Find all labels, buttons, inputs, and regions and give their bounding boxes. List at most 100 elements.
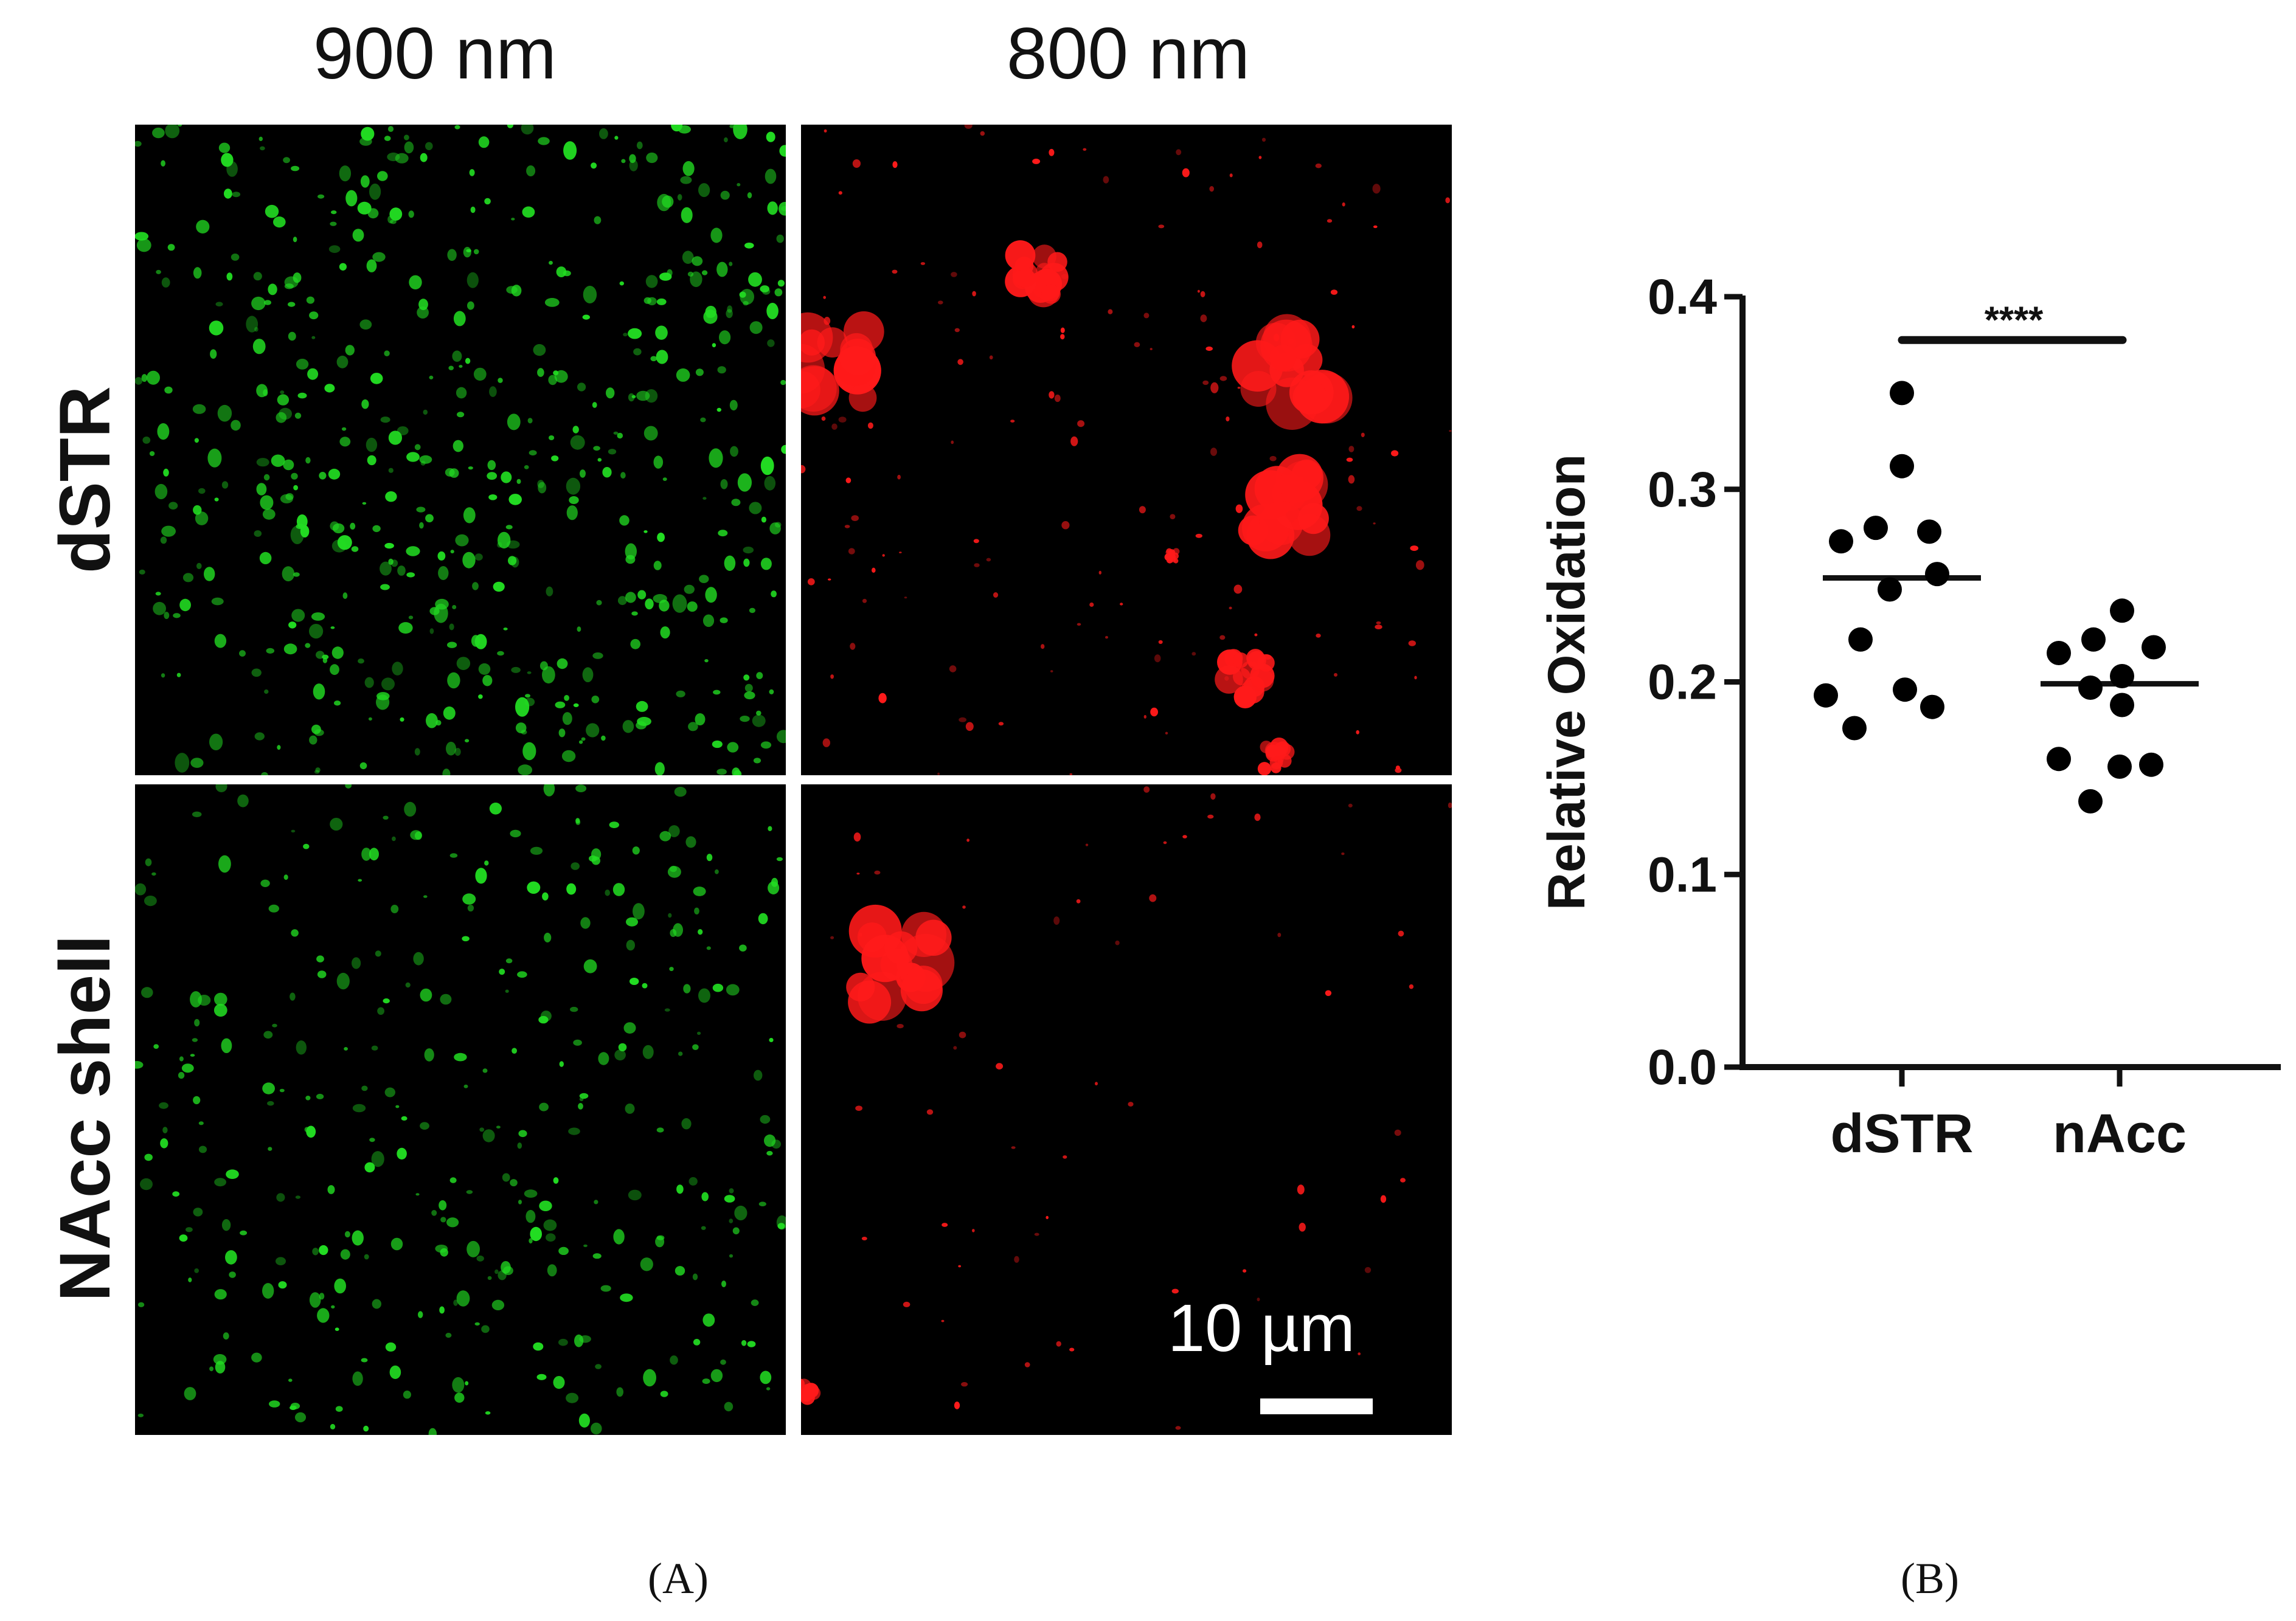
speckle-blob bbox=[1292, 380, 1327, 415]
data-point bbox=[1842, 716, 1867, 741]
speckle bbox=[670, 1355, 678, 1365]
speckle bbox=[659, 600, 670, 612]
speckle bbox=[175, 753, 190, 773]
speckle bbox=[656, 298, 667, 305]
speckle bbox=[404, 141, 414, 154]
speckle bbox=[269, 1400, 280, 1408]
y-tick-label: 0.4 bbox=[1648, 269, 1717, 325]
speckle-blob bbox=[1257, 654, 1275, 672]
speckle bbox=[1210, 448, 1217, 456]
speckle bbox=[253, 272, 262, 281]
speckle bbox=[743, 674, 750, 681]
speckle bbox=[766, 131, 775, 142]
speckle bbox=[280, 390, 285, 395]
speckle bbox=[1191, 652, 1196, 656]
speckle bbox=[760, 558, 772, 570]
speckle bbox=[668, 913, 672, 918]
speckle bbox=[1182, 168, 1190, 178]
speckle bbox=[505, 525, 513, 530]
speckle bbox=[1409, 984, 1414, 989]
speckle bbox=[491, 1299, 505, 1310]
speckle bbox=[781, 206, 786, 212]
speckle bbox=[251, 668, 262, 677]
speckle bbox=[380, 584, 390, 590]
speckle bbox=[1049, 391, 1055, 399]
speckle bbox=[949, 665, 957, 672]
speckle bbox=[229, 1271, 236, 1278]
speckle bbox=[589, 855, 597, 862]
speckle bbox=[748, 272, 762, 287]
relative-oxidation-chart: 0.0 0.1 0.2 0.3 0.4 dSTR nAcc Relative Oxidatio… bbox=[1538, 269, 2281, 1164]
speckle bbox=[537, 368, 544, 377]
speckle bbox=[729, 261, 733, 266]
speckle bbox=[277, 745, 281, 750]
speckle bbox=[198, 1146, 207, 1153]
speckle bbox=[733, 125, 747, 139]
speckle bbox=[1269, 455, 1277, 461]
speckle bbox=[311, 612, 325, 621]
speckle bbox=[254, 732, 265, 741]
speckle bbox=[619, 281, 624, 286]
speckle bbox=[1069, 1347, 1075, 1352]
data-point bbox=[2047, 641, 2071, 665]
speckle bbox=[312, 1248, 319, 1256]
speckle bbox=[361, 1085, 368, 1091]
speckle bbox=[443, 706, 456, 720]
speckle bbox=[777, 280, 785, 287]
speckle bbox=[304, 1127, 310, 1132]
speckle bbox=[291, 609, 305, 622]
speckle bbox=[1400, 1178, 1406, 1183]
speckle bbox=[1158, 640, 1163, 645]
speckle bbox=[692, 256, 703, 266]
speckle bbox=[662, 477, 667, 481]
speckle bbox=[154, 483, 168, 500]
speckle bbox=[712, 740, 723, 748]
speckle bbox=[965, 722, 974, 731]
speckle bbox=[135, 1061, 144, 1069]
speckle bbox=[142, 437, 151, 444]
speckle bbox=[263, 1031, 273, 1039]
speckle bbox=[539, 1102, 549, 1111]
speckle bbox=[1049, 148, 1055, 156]
speckle bbox=[776, 1215, 786, 1230]
speckle bbox=[221, 1038, 232, 1053]
micrograph-nacc-800nm bbox=[801, 784, 1452, 1435]
speckle bbox=[974, 563, 980, 567]
speckle bbox=[739, 944, 747, 952]
speckle bbox=[288, 331, 296, 341]
speckle bbox=[758, 913, 768, 925]
speckle bbox=[1175, 1426, 1181, 1430]
speckle bbox=[262, 1082, 275, 1094]
speckle bbox=[313, 683, 325, 700]
speckle bbox=[530, 1226, 542, 1242]
speckle bbox=[290, 992, 296, 1001]
speckle bbox=[1143, 313, 1150, 319]
speckle bbox=[319, 1293, 325, 1300]
speckle bbox=[214, 634, 227, 648]
speckle bbox=[556, 266, 567, 277]
speckle bbox=[553, 1376, 565, 1389]
speckle bbox=[673, 923, 683, 937]
speckle bbox=[317, 194, 325, 199]
speckle bbox=[1235, 504, 1243, 513]
speckle bbox=[213, 1003, 227, 1017]
speckle bbox=[633, 903, 645, 920]
speckle bbox=[989, 355, 993, 360]
speckle bbox=[698, 929, 703, 935]
speckle bbox=[1077, 623, 1081, 626]
speckle bbox=[268, 283, 277, 296]
speckle bbox=[198, 488, 206, 494]
speckle bbox=[543, 1219, 557, 1231]
speckle bbox=[1197, 289, 1200, 293]
speckle-blob bbox=[1005, 240, 1036, 271]
data-point bbox=[1917, 519, 1941, 544]
speckle bbox=[397, 1147, 407, 1160]
speckle bbox=[566, 883, 577, 895]
speckle bbox=[352, 957, 361, 969]
speckle bbox=[675, 1266, 685, 1276]
speckle bbox=[668, 825, 680, 837]
speckle bbox=[536, 1374, 547, 1380]
speckle bbox=[824, 129, 827, 133]
speckle bbox=[702, 614, 715, 627]
speckle bbox=[511, 285, 522, 297]
